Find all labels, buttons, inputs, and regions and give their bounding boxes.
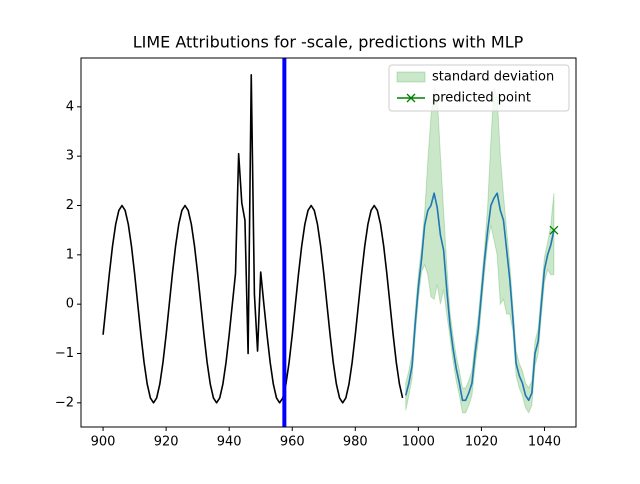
y-tick-label: −2 [55, 395, 74, 410]
x-tick-label: 1000 [402, 435, 435, 450]
y-tick-label: −1 [55, 346, 74, 361]
x-tick-label: 1040 [528, 435, 561, 450]
y-tick-label: 3 [66, 149, 74, 164]
x-tick-label: 980 [343, 435, 368, 450]
chart-title: LIME Attributions for -scale, prediction… [133, 33, 524, 52]
y-tick-label: 1 [66, 247, 74, 262]
series-line [102, 73, 404, 404]
x-tick-label: 1020 [465, 435, 498, 450]
legend-box [388, 64, 570, 112]
legend-label: predicted point [432, 91, 531, 106]
x-tick-label: 900 [91, 435, 116, 450]
predicted-point [549, 225, 559, 235]
std-band [405, 86, 555, 414]
x-tick-label: 940 [217, 435, 242, 450]
legend-swatch [396, 71, 426, 83]
plot-frame [80, 57, 577, 428]
series-line [404, 192, 555, 402]
y-tick-label: 4 [66, 99, 74, 114]
x-tick-label: 960 [280, 435, 305, 450]
legend-label: standard deviation [432, 70, 554, 85]
x-tick-label: 920 [154, 435, 179, 450]
y-tick-label: 2 [66, 198, 74, 213]
legend-swatch [406, 93, 416, 103]
y-tick-label: 0 [66, 297, 74, 312]
